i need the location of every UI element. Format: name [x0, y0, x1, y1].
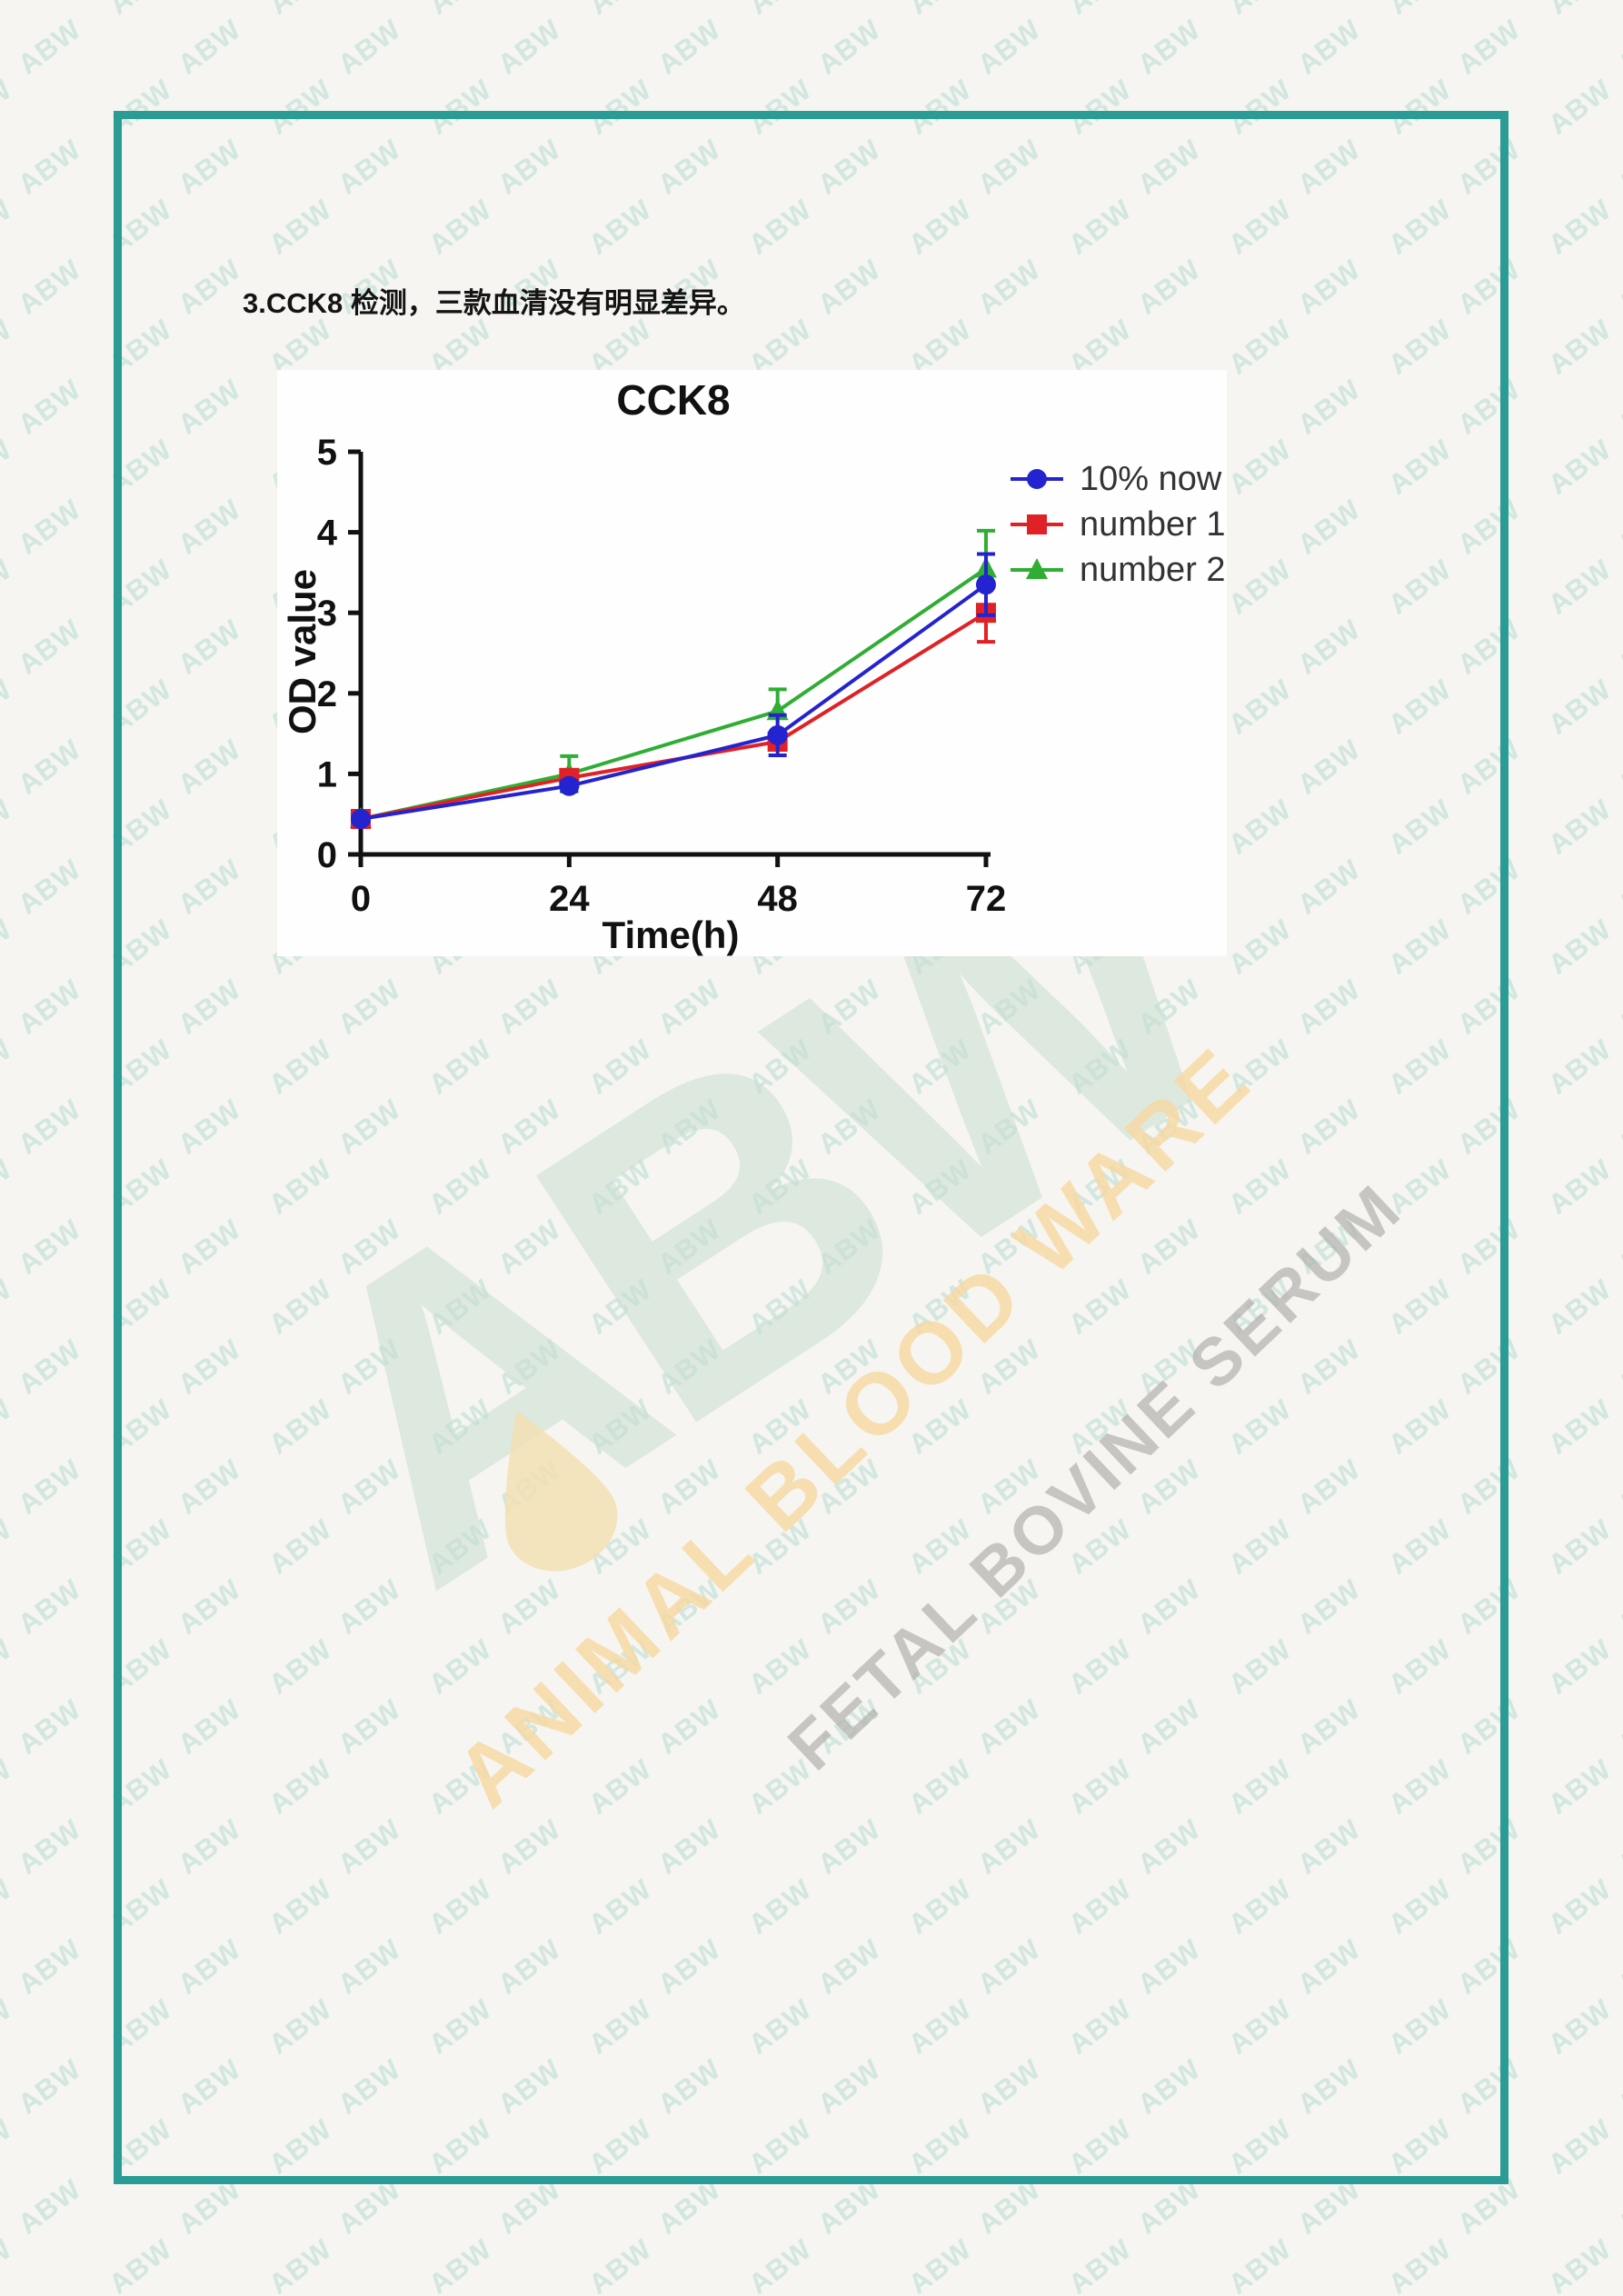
y-tick-label: 0 [317, 835, 337, 875]
x-tick-label: 24 [549, 879, 590, 919]
x-tick-label: 48 [757, 879, 798, 919]
axes [358, 452, 991, 857]
circle-marker [767, 724, 788, 745]
y-tick-label: 1 [317, 754, 337, 794]
chart-title: CCK8 [616, 376, 731, 424]
y-tick-label: 4 [317, 514, 338, 554]
legend-item: number 1 [1009, 504, 1226, 544]
plot-area: 0 1 2 3 4 5 0 24 48 72 [317, 433, 1007, 919]
circle-marker [351, 809, 371, 830]
y-tick-label: 3 [317, 594, 337, 634]
legend-marker-triangle-icon [1011, 558, 1063, 579]
series-line [360, 583, 988, 821]
droplet-shape [504, 1410, 618, 1572]
circle-marker [976, 574, 996, 595]
legend-marker-square-icon [1011, 514, 1063, 534]
y-tick-label: 2 [317, 674, 337, 714]
legend-label: number 1 [1080, 504, 1226, 544]
legend-label: 10% now [1080, 459, 1222, 498]
x-tick-label: 72 [966, 879, 1007, 919]
section-heading: 3.CCK8 检测，三款血清没有明显差异。 [243, 287, 745, 319]
circle-marker [559, 775, 580, 796]
y-axis-label: OD value [281, 568, 324, 735]
x-tick-label: 0 [351, 879, 371, 919]
series-line [360, 566, 988, 821]
chart-legend: 10% now number 1 number 2 [1009, 459, 1226, 589]
droplet-icon [504, 1410, 618, 1572]
legend-marker-circle-icon [1011, 469, 1063, 489]
page-border [114, 111, 1508, 2184]
x-axis-label: Time(h) [602, 913, 740, 956]
legend-item: 10% now [1009, 459, 1226, 498]
y-tick-label: 5 [317, 433, 337, 473]
legend-label: number 2 [1080, 550, 1226, 589]
legend-item: number 2 [1009, 550, 1226, 589]
cck8-chart: 0 1 2 3 4 5 0 24 48 72 CCK8 OD value Time(h) 10% … [277, 370, 1227, 956]
series-line [360, 611, 988, 821]
